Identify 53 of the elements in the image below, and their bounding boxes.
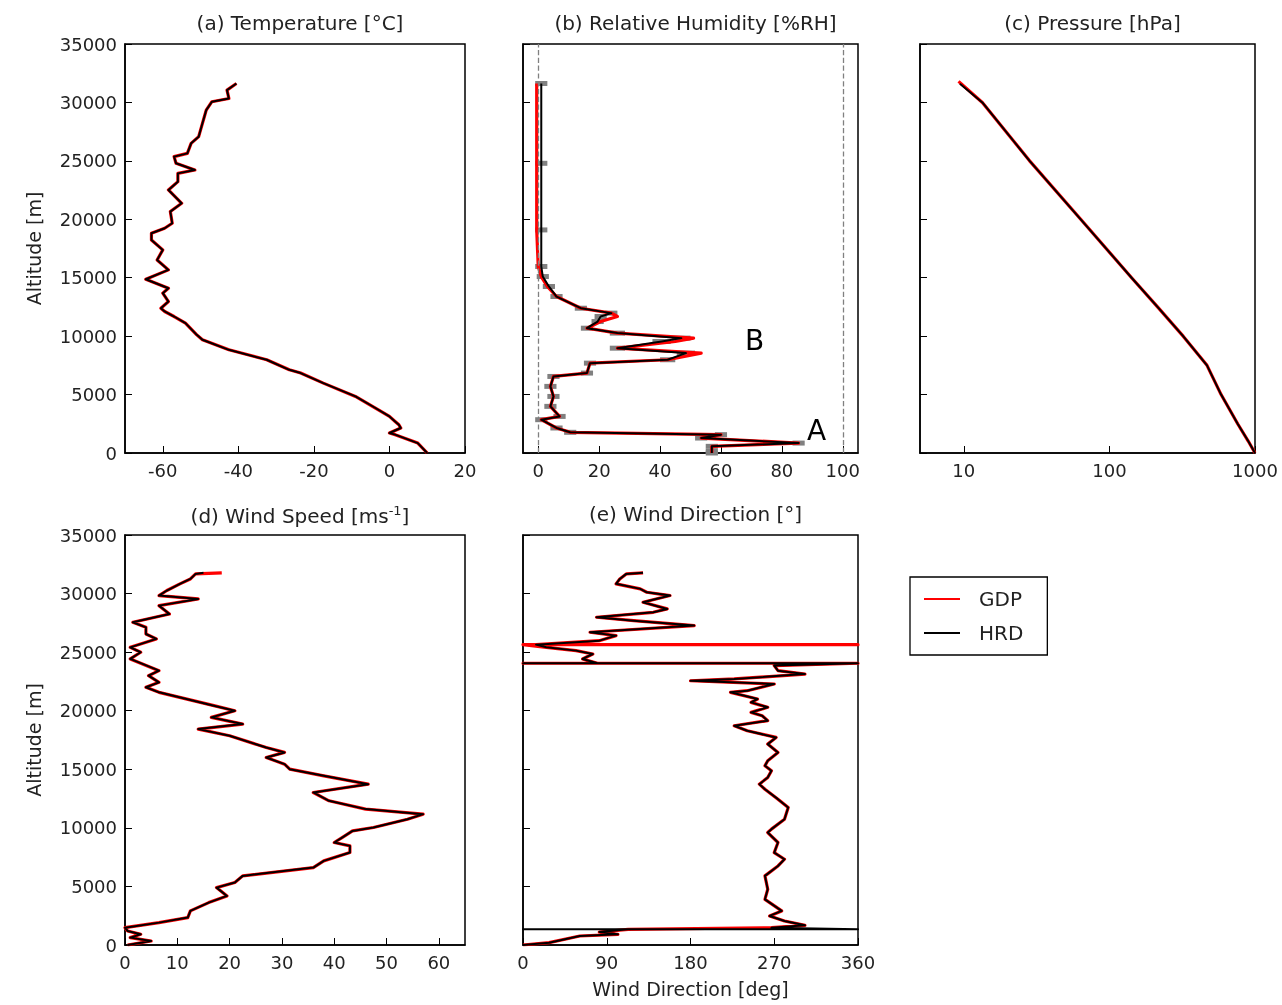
- annotation: B: [745, 323, 765, 357]
- x-tick-label: -60: [148, 459, 178, 481]
- x-tick-label: 360: [840, 951, 876, 973]
- x-tick-label: -20: [299, 459, 329, 481]
- y-axis-title: Altitude [m]: [22, 683, 45, 797]
- y-tick-label: 30000: [59, 583, 117, 605]
- y-tick-label: 10000: [59, 325, 117, 347]
- y-tick-label: 15000: [59, 758, 117, 780]
- y-axis-title: Altitude [m]: [22, 191, 45, 306]
- y-tick-label: 35000: [59, 33, 117, 55]
- x-tick-label: 60: [709, 459, 733, 481]
- x-tick-label: 0: [383, 459, 396, 481]
- chart-title: (e) Wind Direction [°]: [588, 502, 803, 526]
- x-tick-label: 40: [322, 951, 346, 973]
- y-tick-label: 10000: [59, 817, 117, 839]
- y-tick-label: 20000: [59, 208, 117, 230]
- x-tick-label: 80: [770, 459, 794, 481]
- y-tick-label: 35000: [59, 524, 117, 546]
- x-tick-label: 90: [595, 951, 619, 973]
- y-tick-label: 30000: [59, 91, 117, 113]
- x-tick-label: 100: [1092, 459, 1127, 481]
- y-tick-label: 5000: [71, 875, 117, 897]
- x-tick-label: 0: [532, 459, 544, 481]
- annotation: A: [807, 413, 827, 447]
- y-tick-label: 5000: [71, 384, 117, 406]
- y-tick-label: 25000: [59, 150, 117, 172]
- x-tick-label: 20: [453, 459, 477, 481]
- x-tick-label: 0: [119, 951, 131, 973]
- y-tick-label: 15000: [59, 267, 117, 289]
- x-tick-label: 20: [218, 951, 242, 973]
- chart-title: (c) Pressure [hPa]: [1004, 11, 1181, 35]
- legend-label: HRD: [979, 621, 1024, 645]
- x-tick-label: 10: [165, 951, 189, 973]
- x-tick-label: 40: [648, 459, 672, 481]
- x-tick-label: 20: [587, 459, 611, 481]
- x-tick-label: 10: [952, 459, 976, 481]
- x-tick-label: 0: [517, 951, 529, 973]
- x-tick-label: 270: [757, 951, 792, 973]
- x-tick-label: 60: [427, 951, 451, 973]
- chart-title: (a) Temperature [°C]: [196, 11, 404, 35]
- y-tick-label: 25000: [59, 641, 117, 663]
- x-tick-label: 30: [270, 951, 294, 973]
- x-tick-label: 180: [673, 951, 708, 973]
- y-tick-label: 0: [105, 442, 117, 464]
- x-tick-label: 1000: [1232, 459, 1278, 481]
- x-tick-label: -40: [223, 459, 254, 481]
- y-tick-label: 20000: [59, 700, 117, 722]
- y-tick-label: 0: [105, 934, 117, 956]
- chart-title: (b) Relative Humidity [%RH]: [554, 11, 837, 35]
- x-tick-label: 100: [825, 459, 860, 481]
- x-axis-title: Wind Direction [deg]: [592, 977, 789, 1000]
- x-tick-label: 50: [375, 951, 398, 973]
- legend-label: GDP: [979, 587, 1022, 611]
